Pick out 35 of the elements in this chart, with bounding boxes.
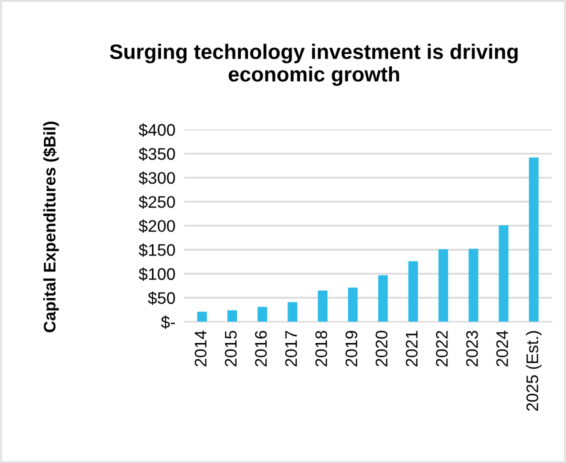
bar	[378, 275, 388, 322]
y-tick-label: $50	[148, 291, 175, 305]
bar	[438, 249, 448, 322]
x-tick-label: 2018	[315, 330, 328, 366]
chart-title: Surging technology investment is driving economic growth	[110, 44, 518, 86]
y-tick-label: $150	[138, 243, 175, 257]
bar	[227, 310, 238, 322]
bar	[288, 302, 298, 322]
y-tick-label: $-	[160, 315, 175, 329]
x-tick-label: 2023	[466, 330, 478, 366]
x-tick-label: 2022	[436, 330, 448, 366]
y-axis-title: Capital Expenditures ($Bil)	[43, 122, 59, 332]
bar	[348, 288, 358, 322]
x-tick-label: 2021	[406, 330, 418, 366]
x-tick-label: 2020	[376, 330, 388, 366]
bar	[318, 290, 328, 322]
bar	[197, 312, 207, 322]
x-tick-label: 2017	[285, 330, 297, 366]
y-tick-label: $350	[138, 147, 175, 161]
y-tick-label: $400	[138, 123, 175, 137]
bar	[498, 225, 508, 322]
y-tick-label: $300	[138, 171, 175, 185]
x-tick-label: 2015	[224, 330, 237, 366]
y-tick-label: $200	[138, 219, 175, 233]
y-tick-label: $100	[138, 267, 175, 281]
x-tick-label: 2014	[194, 330, 207, 366]
x-tick-label: 2019	[345, 330, 358, 366]
bar	[468, 248, 478, 322]
bar	[258, 306, 268, 322]
x-tick-label: 2024	[496, 330, 508, 366]
x-tick-label: 2016	[255, 330, 267, 366]
bar	[528, 158, 539, 322]
y-tick-label: $250	[138, 195, 175, 209]
x-tick-label: 2025 (Est.)	[526, 331, 542, 411]
bar	[408, 261, 418, 322]
